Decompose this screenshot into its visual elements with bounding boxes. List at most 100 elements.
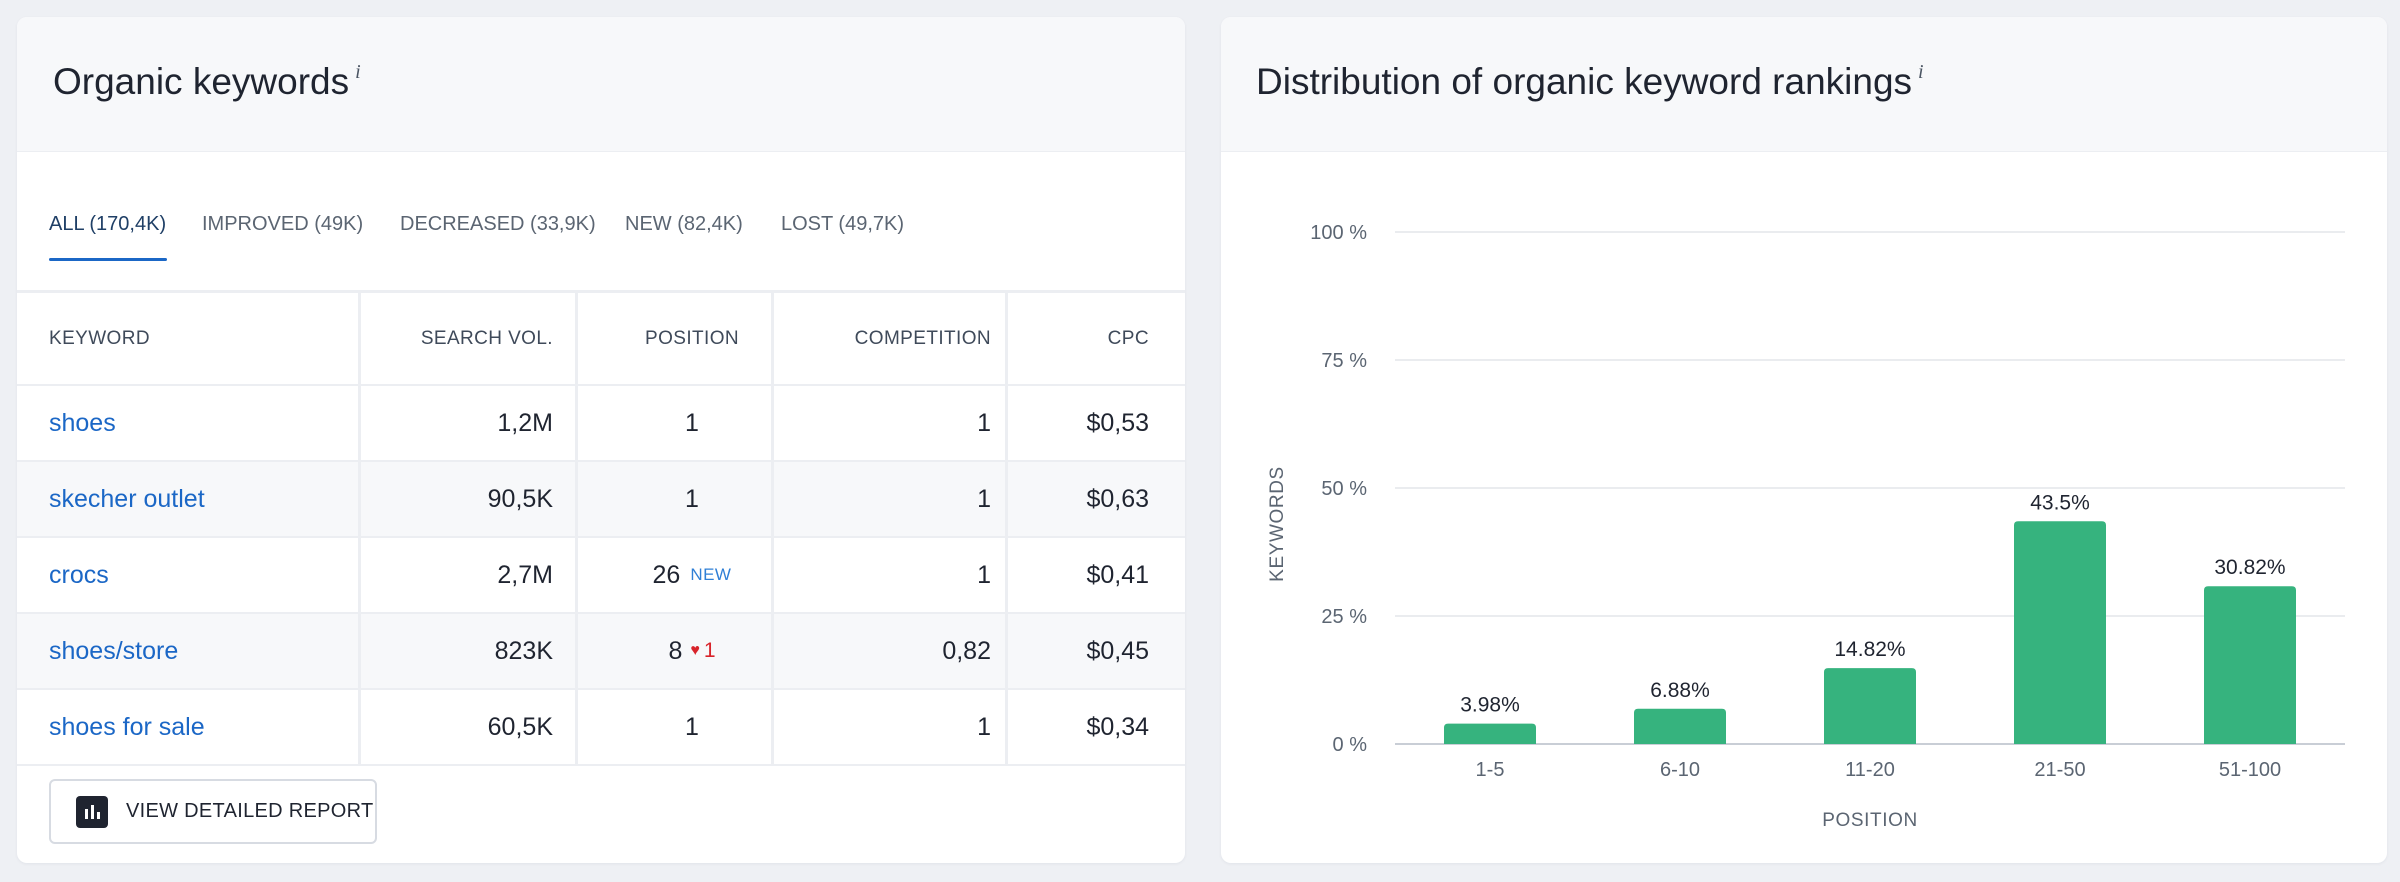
ranking-distribution-title: Distribution of organic keyword rankings… [1256,61,1924,103]
cpc-value: $0,34 [1086,712,1149,741]
search-vol-value: 823K [494,636,553,665]
column-divider [1005,462,1008,536]
y-tick-label: 0 % [1333,734,1368,756]
keyword-link[interactable]: crocs [49,560,109,589]
keyword-link[interactable]: shoes/store [49,636,179,665]
bar-1-5[interactable] [1444,723,1536,744]
y-tick-label: 75 % [1321,350,1367,372]
position-value: 1 [685,484,699,513]
header-cpc[interactable]: CPC [1107,327,1149,349]
position-value: 1 [685,712,699,741]
bar-21-50[interactable] [2014,521,2106,744]
search-vol-value: 90,5K [487,484,553,513]
column-divider [358,386,361,460]
view-detailed-report-button[interactable]: VIEW DETAILED REPORT [49,779,377,844]
column-divider [358,462,361,536]
column-divider [771,690,774,764]
position-value: 26 [652,560,681,589]
organic-keywords-card: Organic keywords i ALL (170,4K) IMPROVED … [17,17,1185,863]
bar-value-label: 3.98% [1460,694,1520,717]
column-divider [1005,538,1008,612]
new-badge: NEW [690,565,732,584]
keyword-link[interactable]: shoes [49,408,116,437]
column-divider [575,614,578,688]
x-tick-label: 51-100 [2219,759,2281,781]
info-icon[interactable]: i [355,61,361,83]
y-axis-title: KEYWORDS [1267,466,1288,582]
tab-new[interactable]: NEW (82,4K) [625,213,743,235]
competition-value: 1 [977,712,991,741]
x-axis-title: POSITION [1822,810,1918,831]
cpc-value: $0,45 [1086,636,1149,665]
table-row: crocs 2,7M 26 NEW 1 $0,41 [17,538,1185,614]
y-tick-label: 50 % [1321,478,1367,500]
bar-11-20[interactable] [1824,668,1916,744]
bar-6-10[interactable] [1634,708,1726,744]
header-search-vol[interactable]: SEARCH VOL. [420,327,553,349]
column-divider [575,538,578,612]
bar-value-label: 30.82% [2214,556,2285,579]
tab-improved[interactable]: IMPROVED (49K) [202,213,364,235]
tab-decreased[interactable]: DECREASED (33,9K) [400,213,596,235]
column-divider [358,293,361,384]
position-change: ♥ 1 [690,639,715,663]
column-divider [771,614,774,688]
keywords-table: KEYWORD SEARCH VOL. POSITION COMPETITION… [17,290,1185,766]
x-tick-label: 21-50 [2034,759,2085,781]
column-divider [575,462,578,536]
header-position[interactable]: POSITION [645,327,739,349]
column-divider [358,614,361,688]
table-row: skecher outlet 90,5K 1 1 $0,63 [17,462,1185,538]
button-label: VIEW DETAILED REPORT [126,800,374,822]
competition-value: 1 [977,408,991,437]
bar-value-label: 43.5% [2030,491,2090,514]
card-header: Distribution of organic keyword rankings… [1221,17,2387,152]
organic-keywords-title: Organic keywords i [53,61,361,103]
keyword-filter-tabs: ALL (170,4K) IMPROVED (49K) DECREASED (3… [17,152,1185,290]
x-tick-label: 11-20 [1845,759,1895,781]
bar-chart-icon [76,795,108,828]
bar-value-label: 6.88% [1650,679,1710,702]
cpc-value: $0,63 [1086,484,1149,513]
column-divider [771,386,774,460]
search-vol-value: 2,7M [497,560,553,589]
column-divider [358,690,361,764]
column-divider [575,293,578,384]
column-divider [575,386,578,460]
competition-value: 1 [977,484,991,513]
tab-lost[interactable]: LOST (49,7K) [781,213,905,235]
x-tick-label: 6-10 [1660,759,1700,781]
ranking-distribution-chart: 0 % 25 % 50 % 75 % 100 % 3.98% 6.88% 14.82% 43.… [1267,222,2345,831]
column-divider [1005,614,1008,688]
cpc-value: $0,41 [1086,560,1149,589]
cpc-value: $0,53 [1086,408,1149,437]
position-change-value: 1 [703,639,716,662]
table-row: shoes/store 823K 8 ♥ 1 0,82 $0,45 [17,614,1185,690]
column-divider [575,690,578,764]
keyword-link[interactable]: skecher outlet [49,484,205,513]
column-divider [358,538,361,612]
header-keyword[interactable]: KEYWORD [49,327,150,349]
header-competition[interactable]: COMPETITION [854,327,991,349]
search-vol-value: 1,2M [497,408,553,437]
x-tick-label: 1-5 [1476,759,1505,781]
competition-value: 1 [977,560,991,589]
position-value: 1 [685,408,699,437]
title-text: Distribution of organic keyword rankings [1256,61,1913,102]
y-tick-label: 25 % [1321,606,1367,628]
keyword-link[interactable]: shoes for sale [49,712,205,741]
bar-51-100[interactable] [2204,586,2296,744]
table-header-row: KEYWORD SEARCH VOL. POSITION COMPETITION… [17,290,1185,386]
info-icon[interactable]: i [1918,61,1924,83]
card-header: Organic keywords i [17,17,1185,152]
tab-all[interactable]: ALL (170,4K) [49,213,167,235]
column-divider [771,462,774,536]
title-text: Organic keywords [53,61,350,102]
table-row: shoes for sale 60,5K 1 1 $0,34 [17,690,1185,766]
column-divider [771,293,774,384]
active-tab-indicator [49,258,167,261]
column-divider [1005,293,1008,384]
position-value: 8 [668,636,683,665]
column-divider [771,538,774,612]
column-divider [1005,386,1008,460]
